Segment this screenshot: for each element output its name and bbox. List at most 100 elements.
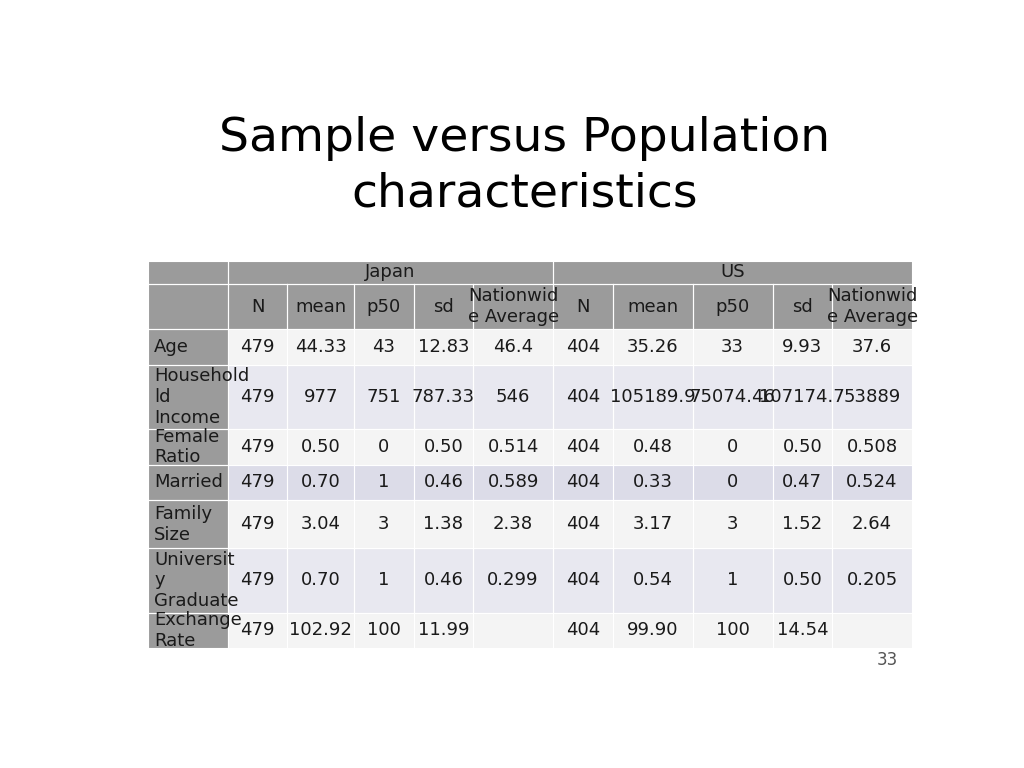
Bar: [473, 283, 553, 329]
Bar: [473, 500, 553, 548]
Text: 105189.9: 105189.9: [609, 388, 695, 406]
Text: 404: 404: [565, 474, 600, 492]
Text: 0.50: 0.50: [424, 438, 463, 456]
Bar: [612, 329, 692, 365]
Text: 0.46: 0.46: [423, 474, 463, 492]
Text: Age: Age: [155, 338, 189, 356]
Text: 9.93: 9.93: [782, 338, 822, 356]
Text: 100: 100: [716, 621, 750, 639]
Bar: [147, 500, 227, 548]
Bar: [354, 548, 414, 613]
Bar: [692, 500, 772, 548]
Bar: [414, 365, 473, 429]
Bar: [227, 260, 553, 283]
Bar: [692, 613, 772, 648]
Text: Japan: Japan: [366, 263, 416, 281]
Bar: [833, 429, 912, 465]
Bar: [612, 429, 692, 465]
Text: 479: 479: [241, 571, 274, 589]
Bar: [414, 465, 473, 500]
Bar: [147, 283, 227, 329]
Text: sd: sd: [792, 297, 813, 316]
Text: 102.92: 102.92: [289, 621, 352, 639]
Text: Family
Size: Family Size: [155, 505, 212, 544]
Text: 0.70: 0.70: [301, 474, 341, 492]
Text: sd: sd: [433, 297, 454, 316]
Text: 2.64: 2.64: [852, 515, 892, 533]
Bar: [772, 548, 833, 613]
Text: 977: 977: [303, 388, 338, 406]
Text: Exchange
Rate: Exchange Rate: [155, 611, 242, 650]
Text: 75074.46: 75074.46: [689, 388, 775, 406]
Text: 0: 0: [727, 474, 738, 492]
Text: 3: 3: [378, 515, 389, 533]
Text: 44.33: 44.33: [295, 338, 346, 356]
Text: 3.04: 3.04: [301, 515, 341, 533]
Text: 1: 1: [378, 571, 389, 589]
Text: 0.50: 0.50: [782, 571, 822, 589]
Text: mean: mean: [627, 297, 678, 316]
Text: 11.99: 11.99: [418, 621, 469, 639]
Text: Nationwid
e Average: Nationwid e Average: [468, 287, 559, 326]
Bar: [227, 500, 288, 548]
Bar: [692, 465, 772, 500]
Bar: [833, 613, 912, 648]
Text: 33: 33: [721, 338, 744, 356]
Bar: [473, 329, 553, 365]
Text: Female
Ratio: Female Ratio: [155, 428, 219, 466]
Bar: [227, 465, 288, 500]
Text: 0.47: 0.47: [782, 474, 822, 492]
Bar: [288, 329, 354, 365]
Bar: [692, 283, 772, 329]
Bar: [288, 613, 354, 648]
Bar: [414, 548, 473, 613]
Bar: [288, 429, 354, 465]
Text: Married: Married: [155, 474, 223, 492]
Text: 479: 479: [241, 621, 274, 639]
Text: 404: 404: [565, 438, 600, 456]
Bar: [227, 329, 288, 365]
Text: N: N: [577, 297, 590, 316]
Bar: [612, 465, 692, 500]
Text: 479: 479: [241, 515, 274, 533]
Text: 479: 479: [241, 438, 274, 456]
Text: 479: 479: [241, 338, 274, 356]
Bar: [414, 429, 473, 465]
Bar: [227, 365, 288, 429]
Bar: [553, 465, 612, 500]
Bar: [833, 283, 912, 329]
Bar: [354, 283, 414, 329]
Text: 1.52: 1.52: [782, 515, 822, 533]
Bar: [288, 465, 354, 500]
Bar: [553, 500, 612, 548]
Text: 0.48: 0.48: [633, 438, 673, 456]
Bar: [692, 329, 772, 365]
Text: 0.205: 0.205: [847, 571, 898, 589]
Bar: [772, 500, 833, 548]
Bar: [227, 429, 288, 465]
Text: 404: 404: [565, 338, 600, 356]
Text: 37.6: 37.6: [852, 338, 892, 356]
Bar: [772, 329, 833, 365]
Text: 0.70: 0.70: [301, 571, 341, 589]
Bar: [147, 429, 227, 465]
Text: 1.38: 1.38: [423, 515, 463, 533]
Text: 787.33: 787.33: [412, 388, 475, 406]
Bar: [692, 429, 772, 465]
Text: 404: 404: [565, 571, 600, 589]
Bar: [553, 283, 612, 329]
Text: 546: 546: [496, 388, 530, 406]
Bar: [227, 283, 288, 329]
Bar: [553, 329, 612, 365]
Text: 46.4: 46.4: [493, 338, 534, 356]
Bar: [833, 500, 912, 548]
Text: 0.50: 0.50: [782, 438, 822, 456]
Bar: [288, 500, 354, 548]
Text: 0.514: 0.514: [487, 438, 539, 456]
Text: N: N: [251, 297, 264, 316]
Bar: [473, 465, 553, 500]
Bar: [553, 548, 612, 613]
Text: 14.54: 14.54: [776, 621, 828, 639]
Bar: [772, 465, 833, 500]
Bar: [473, 429, 553, 465]
